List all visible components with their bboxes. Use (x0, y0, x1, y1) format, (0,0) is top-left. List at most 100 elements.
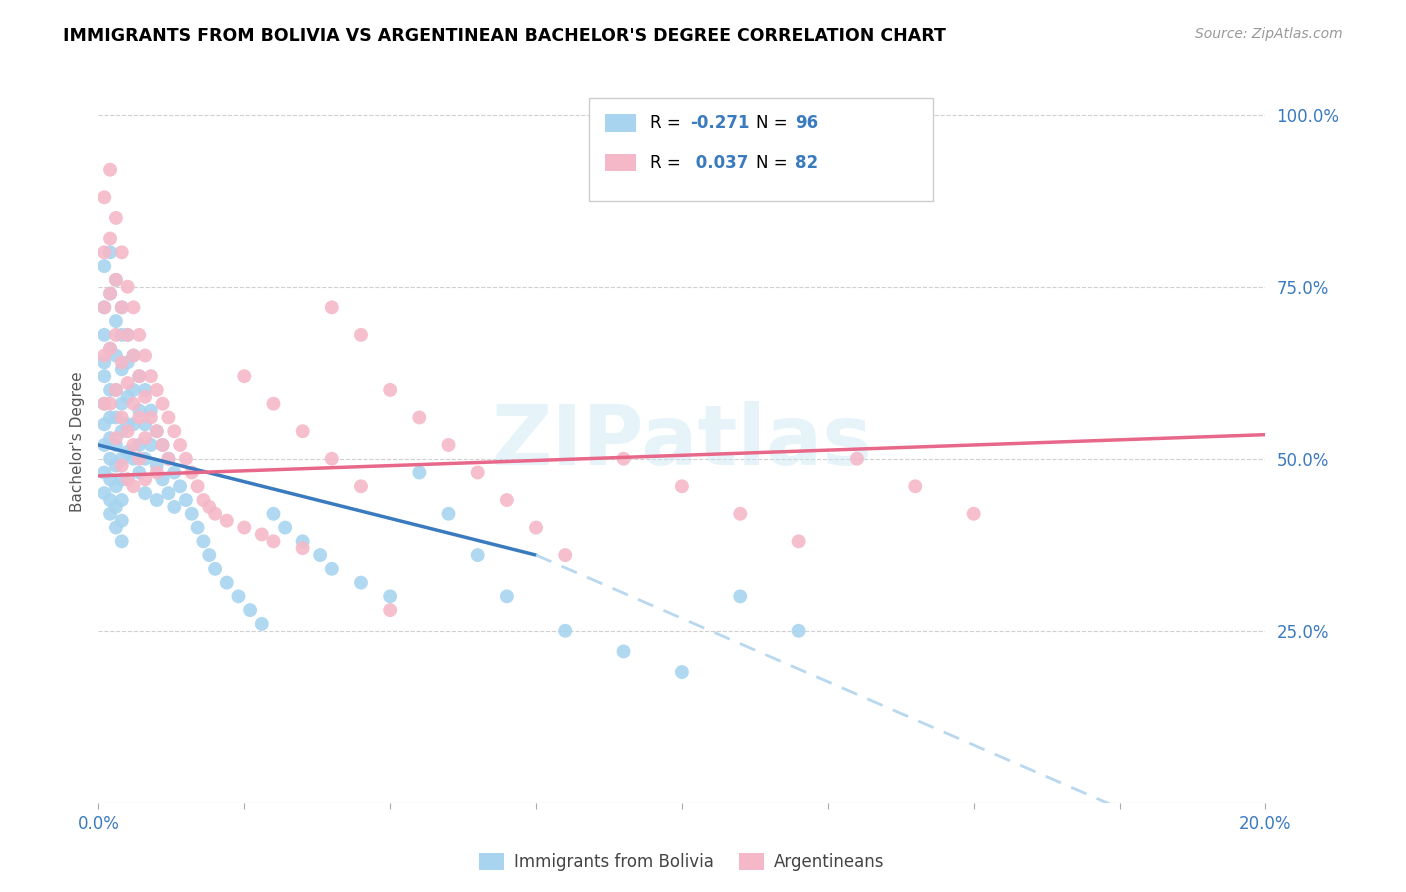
Point (104, 500, 127, 514)
Point (104, 458, 127, 473)
Point (122, 383, 145, 397)
Point (128, 466, 150, 480)
Point (180, 466, 202, 480)
Point (98, 286, 121, 301)
Point (730, 507, 752, 521)
Point (152, 472, 174, 486)
Point (671, 665, 693, 679)
Point (93, 355, 115, 369)
Point (111, 493, 134, 508)
Point (104, 349, 127, 363)
Point (380, 383, 402, 397)
Point (321, 562, 343, 576)
Point (117, 445, 139, 459)
Point (239, 603, 262, 617)
Point (117, 390, 139, 404)
Point (111, 327, 134, 342)
Point (146, 383, 169, 397)
Text: ZIPatlas: ZIPatlas (492, 401, 872, 482)
Point (111, 301, 134, 315)
Point (104, 314, 127, 328)
Point (98, 286, 121, 301)
Point (350, 479, 373, 493)
Point (146, 493, 169, 508)
Point (350, 327, 373, 342)
Point (350, 575, 373, 590)
Point (134, 486, 156, 500)
Point (671, 479, 693, 493)
Point (787, 624, 810, 638)
Text: IMMIGRANTS FROM BOLIVIA VS ARGENTINEAN BACHELOR'S DEGREE CORRELATION CHART: IMMIGRANTS FROM BOLIVIA VS ARGENTINEAN B… (63, 27, 946, 45)
Point (262, 507, 284, 521)
Point (93, 259, 115, 273)
Text: N =: N = (756, 153, 793, 171)
Point (128, 369, 150, 384)
Point (180, 507, 202, 521)
Point (139, 410, 162, 425)
Point (730, 590, 752, 604)
Point (104, 211, 127, 225)
Point (111, 472, 134, 486)
Point (111, 245, 134, 260)
Point (122, 301, 145, 315)
Point (128, 403, 150, 417)
Point (128, 438, 150, 452)
Point (104, 327, 127, 342)
Text: Source: ZipAtlas.com: Source: ZipAtlas.com (1195, 27, 1343, 41)
Point (122, 349, 145, 363)
Point (111, 424, 134, 438)
Point (233, 520, 256, 534)
Point (111, 301, 134, 315)
Point (198, 548, 221, 562)
Point (111, 458, 134, 473)
Point (174, 451, 197, 466)
Point (104, 431, 127, 445)
Point (93, 397, 115, 411)
Point (157, 410, 180, 425)
Point (187, 520, 209, 534)
Point (152, 397, 174, 411)
Point (104, 273, 127, 287)
Point (117, 327, 139, 342)
Point (309, 548, 332, 562)
Point (111, 534, 134, 549)
Point (380, 603, 402, 617)
Point (250, 527, 273, 541)
Point (117, 327, 139, 342)
Point (204, 507, 226, 521)
Point (496, 590, 519, 604)
Point (146, 424, 169, 438)
Point (291, 541, 314, 556)
Point (152, 438, 174, 452)
Point (163, 424, 186, 438)
Point (98, 342, 121, 356)
Point (93, 466, 115, 480)
Point (93, 349, 115, 363)
Point (111, 451, 134, 466)
Point (250, 616, 273, 631)
Point (93, 190, 115, 204)
Point (193, 534, 215, 549)
Point (111, 514, 134, 528)
Point (104, 383, 127, 397)
Point (128, 327, 150, 342)
Point (98, 472, 121, 486)
Point (117, 424, 139, 438)
Point (262, 397, 284, 411)
Point (408, 410, 430, 425)
Point (139, 438, 162, 452)
Point (98, 383, 121, 397)
Point (291, 424, 314, 438)
Text: R =: R = (651, 114, 686, 132)
Point (111, 410, 134, 425)
Point (321, 451, 343, 466)
Point (104, 479, 127, 493)
Point (98, 451, 121, 466)
Point (104, 520, 127, 534)
Point (128, 410, 150, 425)
Point (380, 590, 402, 604)
Point (612, 451, 634, 466)
Point (152, 438, 174, 452)
Point (321, 301, 343, 315)
Point (134, 383, 156, 397)
